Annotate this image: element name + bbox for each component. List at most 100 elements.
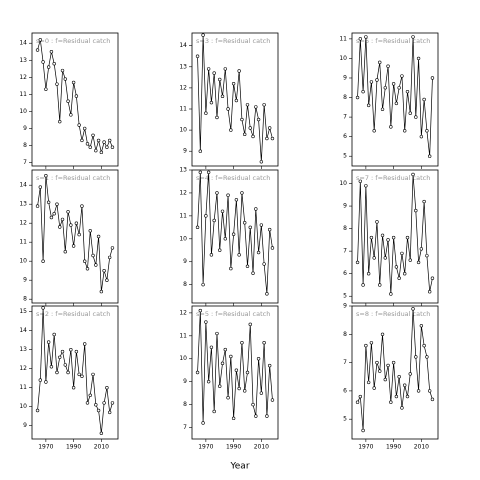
point <box>107 410 112 415</box>
point <box>375 78 379 82</box>
point <box>44 380 48 384</box>
point <box>58 355 62 359</box>
y-tick-label: 12 <box>19 220 27 227</box>
point <box>220 209 225 213</box>
point <box>265 136 269 141</box>
point <box>394 265 399 269</box>
point <box>361 428 365 433</box>
point <box>105 386 109 390</box>
point <box>383 256 387 260</box>
y-tick-label: 9 <box>343 203 347 210</box>
x-tick-label: 1970 <box>198 444 213 451</box>
y-tick-label: 15 <box>19 308 27 315</box>
point <box>256 357 261 361</box>
point <box>102 401 106 405</box>
point <box>96 234 101 239</box>
y-tick-label: 10 <box>19 258 27 265</box>
point <box>69 348 73 352</box>
panel-title: s=5 : f=Residual catch <box>196 310 270 318</box>
point <box>380 107 385 111</box>
point <box>394 101 399 106</box>
point <box>110 145 115 149</box>
point <box>229 266 233 271</box>
y-tick-label: 7 <box>343 359 347 366</box>
point <box>88 229 92 233</box>
y-tick-label: 10 <box>19 108 27 115</box>
point <box>107 138 112 143</box>
point <box>411 307 415 311</box>
point <box>262 340 266 345</box>
y-tick-label: 11 <box>179 106 187 113</box>
point <box>267 126 272 130</box>
point <box>226 193 230 197</box>
point <box>355 400 360 404</box>
y-tick-label: 13 <box>19 346 27 353</box>
point <box>355 260 360 265</box>
point <box>105 278 109 282</box>
y-tick-label: 9 <box>183 258 187 265</box>
point <box>386 238 390 242</box>
y-tick-label: 6 <box>343 387 347 394</box>
y-tick-label: 11 <box>19 91 27 98</box>
panel-frame <box>351 32 439 167</box>
y-tick-label: 12 <box>179 189 187 196</box>
point <box>366 380 371 385</box>
point <box>223 67 227 71</box>
y-tick-label: 9 <box>183 148 187 155</box>
point <box>369 80 374 84</box>
series-line <box>357 36 433 157</box>
point <box>88 145 92 149</box>
point <box>245 103 250 107</box>
point <box>237 69 241 73</box>
point <box>427 389 432 393</box>
point <box>204 320 208 324</box>
point <box>389 400 393 404</box>
y-tick-label: 5 <box>343 416 347 423</box>
x-tick-label: 2010 <box>254 444 269 451</box>
point <box>96 408 101 413</box>
y-tick-label: 5 <box>343 293 347 300</box>
point <box>358 179 363 183</box>
point <box>229 354 233 359</box>
point <box>198 308 203 313</box>
y-tick-label: 12 <box>179 84 187 91</box>
point <box>195 370 200 375</box>
y-tick-label: 14 <box>19 327 27 334</box>
point <box>110 401 115 405</box>
point <box>389 125 393 129</box>
point <box>397 276 401 280</box>
point <box>259 391 264 395</box>
point <box>391 82 396 86</box>
y-tick-label: 9 <box>343 303 347 310</box>
point <box>198 170 203 174</box>
point <box>99 150 104 155</box>
point <box>83 342 87 346</box>
y-tick-label: 12 <box>179 309 187 316</box>
point <box>364 343 368 348</box>
point <box>77 372 81 377</box>
y-tick-label: 13 <box>19 57 27 64</box>
y-tick-label: 14 <box>19 182 27 189</box>
point <box>372 386 376 390</box>
point <box>358 394 363 399</box>
point <box>49 365 54 369</box>
series-line <box>357 174 433 295</box>
y-tick-label: 11 <box>339 35 347 42</box>
point <box>195 225 200 230</box>
point <box>240 340 244 345</box>
panel-frame <box>31 305 119 440</box>
point <box>427 154 432 158</box>
x-tick-label: 1970 <box>358 444 373 451</box>
panel-frame <box>351 305 439 440</box>
point <box>386 363 390 368</box>
point <box>74 94 79 98</box>
point <box>425 129 429 133</box>
point <box>49 50 54 54</box>
point <box>212 71 216 75</box>
point <box>212 409 216 414</box>
y-tick-label: 8 <box>183 401 187 408</box>
series-line <box>197 172 273 294</box>
point <box>256 250 261 255</box>
point <box>91 253 95 258</box>
point <box>411 172 415 177</box>
